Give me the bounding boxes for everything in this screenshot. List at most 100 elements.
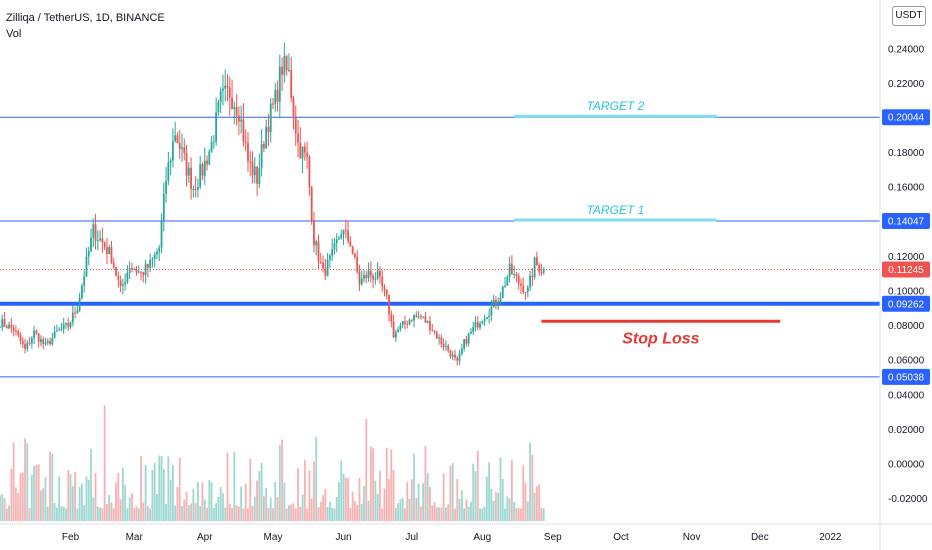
candle-body bbox=[340, 234, 343, 239]
volume-indicator-label[interactable]: Vol bbox=[6, 28, 22, 40]
volume-bar bbox=[253, 496, 256, 522]
volume-bar bbox=[53, 503, 56, 522]
candle-body bbox=[540, 271, 543, 273]
volume-bar bbox=[137, 508, 140, 522]
candle-body bbox=[497, 302, 500, 305]
volume-bar bbox=[536, 486, 538, 522]
volume-bar bbox=[24, 438, 26, 522]
candle-body bbox=[413, 315, 415, 321]
volume-bar bbox=[408, 498, 411, 522]
volume-bar bbox=[37, 464, 40, 522]
candle-body bbox=[153, 254, 156, 259]
volume-bar bbox=[303, 460, 306, 522]
price-tick-label: 0.12000 bbox=[888, 252, 925, 263]
currency-button[interactable]: USDT bbox=[892, 6, 926, 26]
volume-bar bbox=[101, 508, 104, 522]
volume-bar bbox=[71, 486, 74, 522]
volume-bar bbox=[153, 462, 156, 522]
candle-body bbox=[24, 344, 26, 349]
volume-bar bbox=[481, 508, 484, 522]
volume-bar bbox=[231, 507, 233, 522]
candle-body bbox=[181, 147, 183, 149]
volume-bar bbox=[190, 503, 192, 522]
volume-bar bbox=[431, 505, 434, 522]
candle-body bbox=[488, 315, 491, 318]
volume-bar bbox=[69, 474, 72, 522]
candle-body bbox=[388, 294, 390, 315]
time-tick-label: 2022 bbox=[819, 532, 842, 543]
candle-body bbox=[256, 166, 258, 184]
candle-body bbox=[197, 186, 199, 190]
volume-bar bbox=[495, 491, 497, 522]
candle-body bbox=[322, 262, 324, 269]
volume-bar bbox=[342, 473, 345, 522]
volume-bar bbox=[33, 466, 36, 522]
volume-bar bbox=[226, 452, 229, 522]
volume-bar bbox=[385, 447, 388, 522]
candle-body bbox=[267, 126, 270, 133]
volume-bar bbox=[121, 468, 124, 522]
volume-bar bbox=[199, 506, 202, 522]
candle-body bbox=[365, 274, 368, 279]
candle-body bbox=[517, 275, 520, 284]
candle-body bbox=[303, 146, 306, 153]
volume-bar bbox=[217, 496, 220, 522]
candle-body bbox=[281, 66, 283, 75]
volume-bar bbox=[354, 500, 356, 522]
candle-body bbox=[397, 329, 400, 333]
volume-bar bbox=[344, 477, 347, 522]
volume-bar bbox=[99, 507, 101, 522]
volume-bar bbox=[10, 468, 13, 522]
candle-body bbox=[94, 224, 97, 241]
volume-bar bbox=[256, 480, 258, 522]
candle-body bbox=[240, 119, 243, 122]
candle-body bbox=[0, 327, 1, 329]
candle-body bbox=[117, 275, 120, 281]
volume-bar bbox=[265, 487, 268, 522]
volume-bar bbox=[533, 492, 536, 522]
volume-bar bbox=[258, 471, 261, 522]
volume-bar bbox=[524, 483, 527, 522]
volume-bar bbox=[165, 503, 167, 522]
candle-body bbox=[165, 180, 167, 194]
price-tick-label: 0.10000 bbox=[888, 287, 925, 298]
candle-body bbox=[288, 69, 290, 71]
volume-bar bbox=[442, 473, 445, 522]
candle-body bbox=[265, 126, 268, 149]
candle-body bbox=[374, 278, 377, 280]
time-tick-label: Sep bbox=[544, 532, 562, 543]
candle-body bbox=[119, 280, 122, 286]
time-tick-label: Oct bbox=[613, 532, 629, 543]
candle-body bbox=[472, 326, 475, 332]
volume-bar bbox=[399, 499, 402, 522]
volume-bar bbox=[529, 442, 531, 522]
candle-body bbox=[335, 239, 338, 244]
volume-bar bbox=[410, 479, 413, 522]
level-price-badge bbox=[882, 109, 930, 126]
volume-bar bbox=[438, 507, 440, 522]
candle-body bbox=[263, 144, 265, 149]
candle-body bbox=[474, 322, 477, 327]
candle-body bbox=[112, 262, 115, 267]
volume-bar bbox=[510, 460, 513, 522]
candle-body bbox=[33, 330, 36, 338]
volume-bar bbox=[26, 443, 29, 522]
candle-body bbox=[131, 268, 133, 270]
candle-body bbox=[301, 146, 304, 159]
candle-body bbox=[128, 268, 131, 273]
candle-body bbox=[276, 89, 279, 102]
candle-body bbox=[146, 263, 149, 268]
price-tick-label: -0.02000 bbox=[888, 494, 928, 505]
candle-body bbox=[447, 345, 450, 351]
candle-body bbox=[367, 270, 370, 279]
volume-bar bbox=[351, 491, 354, 522]
candle-body bbox=[449, 350, 452, 357]
candle-body bbox=[406, 323, 409, 325]
volume-bar bbox=[87, 479, 90, 522]
volume-bar bbox=[426, 473, 429, 522]
volume-bar bbox=[167, 456, 170, 522]
candle-body bbox=[338, 238, 340, 240]
volume-bar bbox=[55, 507, 58, 522]
volume-bar bbox=[90, 448, 92, 522]
volume-bar bbox=[267, 508, 270, 522]
